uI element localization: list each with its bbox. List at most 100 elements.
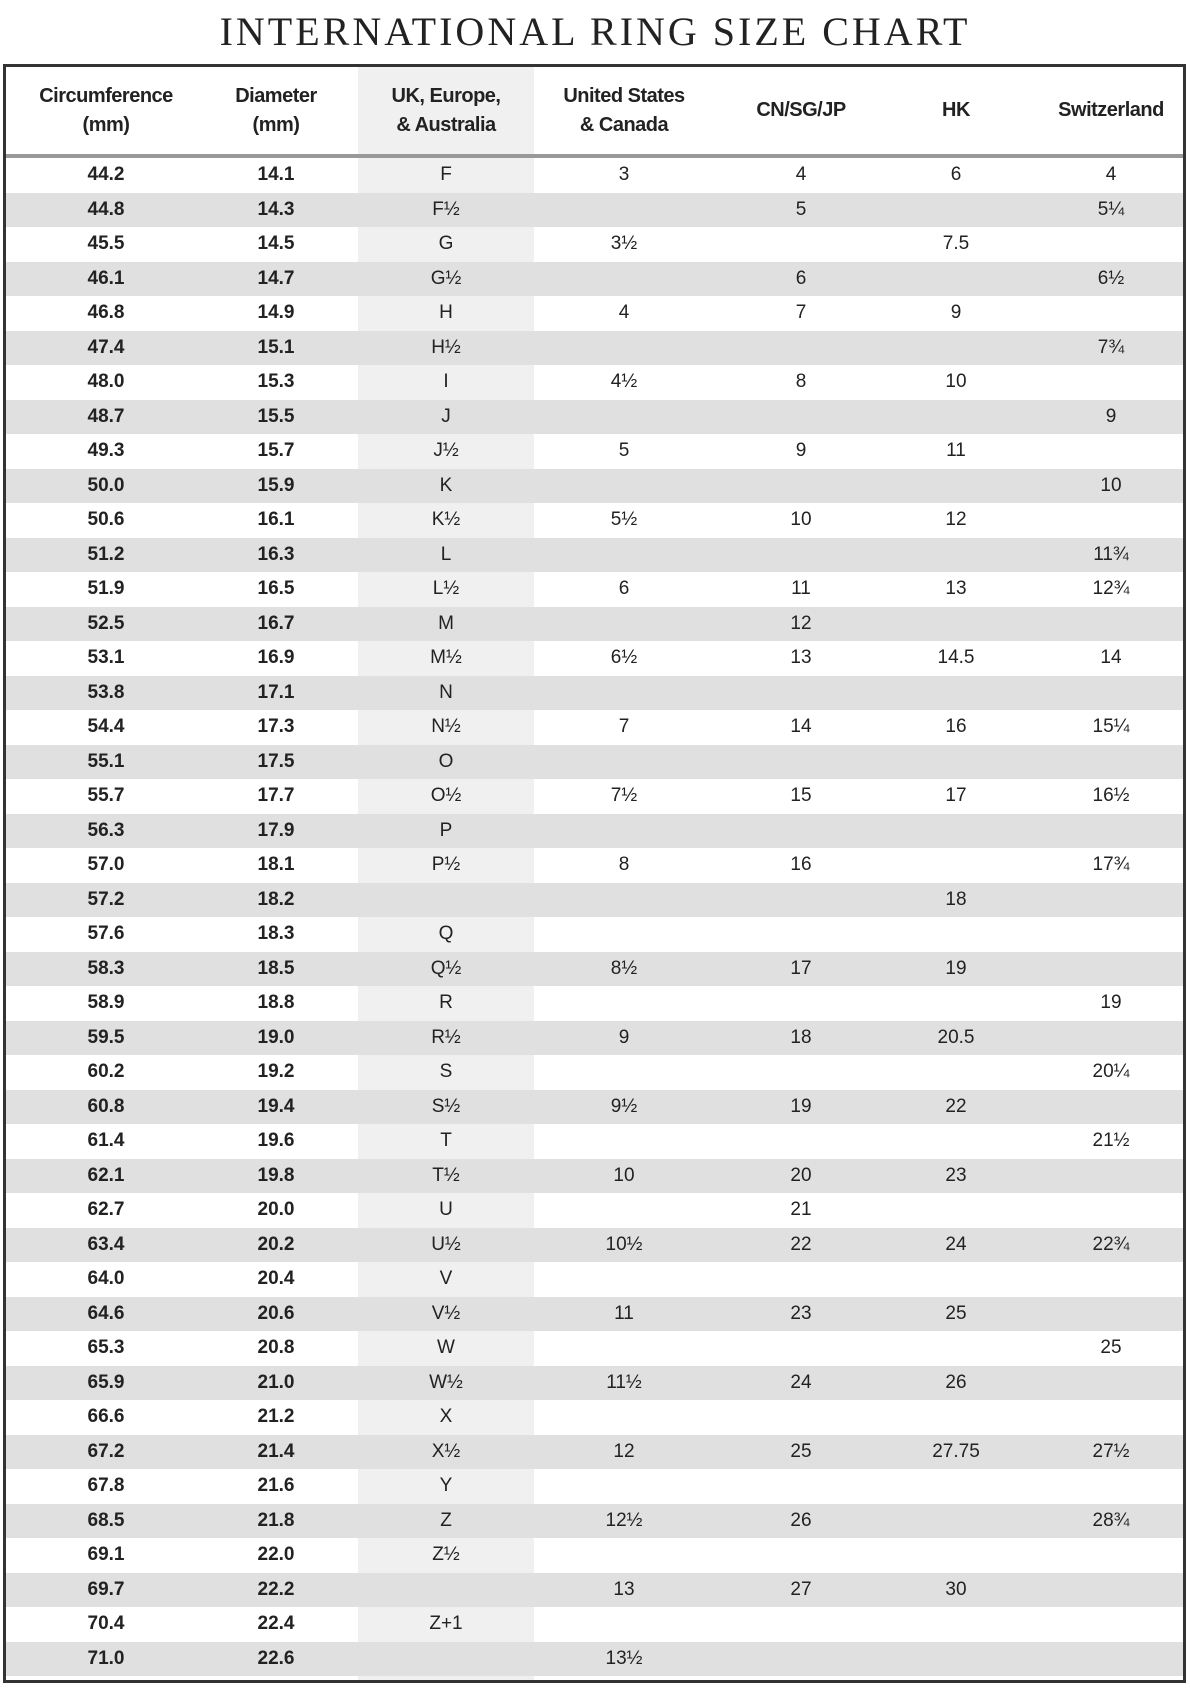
cell-us-ca: 9 — [618, 1026, 630, 1048]
cell-diameter: 19.6 — [257, 1130, 295, 1152]
cell-us-ca — [534, 745, 714, 780]
cell-circumference: 52.5 — [87, 612, 125, 634]
cell-circumference: 45.5 — [87, 233, 125, 255]
cell-diameter: 20.2 — [257, 1233, 295, 1255]
cell-switzerland: 25 — [1100, 1337, 1122, 1359]
cell-circumference: 60.8 — [87, 1095, 125, 1117]
cell-uk-eu-au: W — [437, 1337, 455, 1359]
cell-hk — [866, 1607, 1046, 1642]
cell-cn-sg-jp — [711, 676, 891, 711]
header-us-ca: United States & Canada — [563, 84, 685, 136]
cell-us-ca: 5½ — [610, 509, 638, 531]
table-row: 58.9 18.8 R 19 — [6, 986, 1183, 1021]
cell-hk — [866, 1538, 1046, 1573]
table-row: 57.0 18.1 P½ 8 16 17¾ — [6, 848, 1183, 883]
cell-cn-sg-jp: 10 — [790, 509, 812, 531]
table-row: 56.3 17.9 P — [6, 813, 1183, 849]
cell-diameter: 14.5 — [257, 233, 295, 255]
cell-diameter: 21.6 — [257, 1475, 295, 1497]
cell-cn-sg-jp — [711, 814, 891, 849]
cell-diameter: 16.1 — [257, 509, 295, 531]
cell-uk-eu-au: L½ — [432, 578, 460, 600]
cell-cn-sg-jp — [711, 469, 891, 504]
cell-cn-sg-jp — [711, 1607, 891, 1642]
cell-cn-sg-jp: 21 — [790, 1199, 812, 1221]
cell-switzerland — [1036, 503, 1186, 538]
cell-us-ca — [534, 469, 714, 504]
header-cn-sg-jp: CN/SG/JP — [756, 99, 846, 121]
table-row: 68.5 21.8 Z 12½ 26 28¾ — [6, 1503, 1183, 1538]
cell-uk-eu-au: N — [439, 681, 453, 703]
cell-uk-eu-au: J — [441, 405, 451, 427]
cell-diameter: 16.3 — [257, 543, 295, 565]
cell-switzerland — [1036, 1642, 1186, 1677]
cell-hk — [866, 1331, 1046, 1366]
cell-diameter: 20.8 — [257, 1337, 295, 1359]
cell-circumference: 57.6 — [87, 923, 125, 945]
cell-hk — [866, 262, 1046, 297]
table-row: 62.7 20.0 U 21 — [6, 1193, 1183, 1228]
cell-hk: 17 — [945, 785, 967, 807]
cell-switzerland: 19 — [1100, 992, 1122, 1014]
cell-cn-sg-jp: 14 — [790, 716, 812, 738]
table-body: 44.2 14.1 F 3 4 6 4 44.8 14.3 F½ 5 5¼ 45.5 14.5 G 3½ 7.5… — [6, 158, 1183, 1676]
cell-uk-eu-au: S — [439, 1061, 453, 1083]
cell-cn-sg-jp: 7 — [795, 302, 807, 324]
cell-us-ca: 10 — [613, 1164, 635, 1186]
cell-diameter: 16.5 — [257, 578, 295, 600]
cell-hk — [866, 469, 1046, 504]
cell-hk — [866, 848, 1046, 883]
cell-circumference: 57.2 — [87, 888, 125, 910]
cell-us-ca: 11 — [614, 1302, 634, 1324]
cell-diameter: 16.7 — [257, 612, 295, 634]
cell-uk-eu-au: Y — [439, 1475, 453, 1497]
cell-us-ca: 3½ — [610, 233, 638, 255]
table-row: 57.2 18.2 18 — [6, 882, 1183, 918]
cell-switzerland — [1036, 676, 1186, 711]
cell-switzerland: 21½ — [1092, 1130, 1130, 1152]
cell-us-ca: 3 — [618, 164, 630, 186]
cell-circumference: 69.1 — [87, 1544, 125, 1566]
cell-cn-sg-jp — [711, 1124, 891, 1159]
cell-us-ca: 4½ — [610, 371, 638, 393]
cell-hk — [866, 193, 1046, 228]
cell-hk: 13 — [945, 578, 967, 600]
cell-switzerland — [1036, 1193, 1186, 1228]
cell-diameter: 18.5 — [257, 957, 295, 979]
cell-cn-sg-jp — [711, 1331, 891, 1366]
cell-circumference: 64.6 — [87, 1302, 125, 1324]
header-circumference: Circumference (mm) — [39, 84, 173, 136]
cell-hk — [866, 1642, 1046, 1677]
cell-circumference: 58.9 — [87, 992, 125, 1014]
cell-circumference: 69.7 — [87, 1578, 125, 1600]
cell-uk-eu-au: V — [439, 1268, 453, 1290]
cell-us-ca — [534, 1331, 714, 1366]
cell-circumference: 71.0 — [87, 1647, 125, 1669]
cell-us-ca: 4 — [618, 302, 630, 324]
cell-us-ca: 7½ — [610, 785, 638, 807]
cell-us-ca — [534, 607, 714, 642]
cell-hk — [866, 1262, 1046, 1297]
cell-uk-eu-au: J½ — [433, 440, 459, 462]
cell-diameter: 20.0 — [257, 1199, 295, 1221]
cell-circumference: 62.1 — [87, 1164, 125, 1186]
table-row: 51.9 16.5 L½ 6 11 13 12¾ — [6, 572, 1183, 607]
cell-us-ca — [534, 193, 714, 228]
cell-us-ca — [534, 883, 714, 918]
table-row: 64.0 20.4 V — [6, 1262, 1183, 1297]
cell-hk — [866, 1400, 1046, 1435]
cell-hk: 16 — [945, 716, 967, 738]
cell-uk-eu-au: Z — [440, 1509, 452, 1531]
cell-switzerland: 7¾ — [1097, 336, 1125, 358]
cell-uk-eu-au: P — [439, 819, 453, 841]
cell-circumference: 66.6 — [87, 1406, 125, 1428]
table-row: 54.4 17.3 N½ 7 14 16 15¼ — [6, 710, 1183, 745]
cell-uk-eu-au: G½ — [430, 267, 462, 289]
header-switzerland: Switzerland — [1058, 99, 1164, 121]
cell-cn-sg-jp: 12 — [790, 612, 812, 634]
cell-switzerland — [1036, 1090, 1186, 1125]
cell-cn-sg-jp: 16 — [790, 854, 812, 876]
cell-cn-sg-jp: 25 — [790, 1440, 812, 1462]
cell-cn-sg-jp: 27 — [790, 1578, 812, 1600]
cell-hk — [866, 331, 1046, 366]
